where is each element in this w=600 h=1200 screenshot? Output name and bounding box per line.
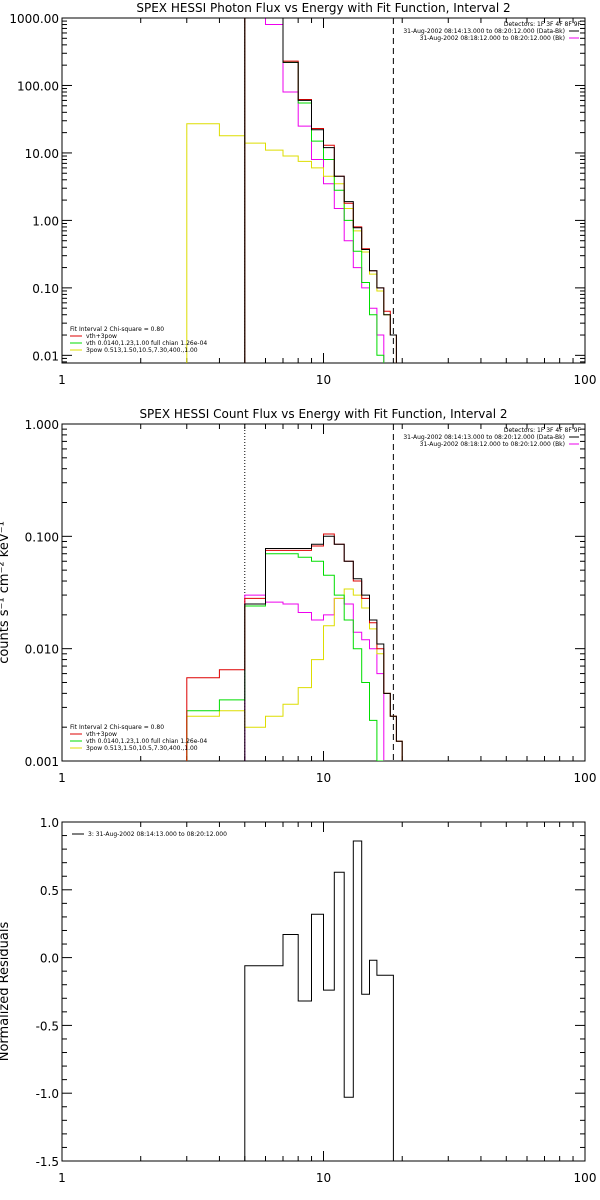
y-tick-label: -1.5 [36,1155,59,1169]
series-vth-line [244,18,385,363]
y-tick-label: 1000.00 [9,12,59,26]
y-tick-label: 0.001 [25,755,59,769]
y-tick-label: 100.00 [17,79,59,93]
series-bkg-line [244,594,385,761]
y-tick-label: 1.000 [25,418,59,432]
legend-entry: 3pow 0.513,1.50,10.5,7.30,400.,1.00 [86,745,198,752]
y-tick-label: 0.01 [32,349,59,363]
y-tick-label: 1.00 [32,214,59,228]
legend-entry: 31-Aug-2002 08:18:12.000 to 08:20:12.000… [420,35,565,42]
legend-entry: 31-Aug-2002 08:14:13.000 to 08:20:12.000… [403,28,565,35]
y-tick-label: 0.010 [25,643,59,657]
series-bkg-line [244,18,385,363]
x-tick-label: 100 [574,771,597,785]
photon-flux-panel: SPEX HESSI Photon Flux vs Energy with Fi… [9,1,596,387]
plot-frame [61,423,586,762]
series-group [244,840,394,1161]
x-tick-label: 10 [316,1171,331,1185]
legend-entry: vth 0.0140,1.23,1.00 full chian 1.26e-04 [86,738,207,745]
chart-title: SPEX HESSI Count Flux vs Energy with Fit… [139,407,507,421]
y-axis-label: Normalized Residuals [0,922,12,1062]
count-flux-panel: SPEX HESSI Count Flux vs Energy with Fit… [0,407,596,785]
y-tick-label: -0.5 [36,1019,59,1033]
y-axis-label: counts s⁻¹ cm⁻² keV⁻¹ [0,521,12,664]
legend-entry: 3: 31-Aug-2002 08:14:13.000 to 08:20:12.… [88,831,227,838]
legend-entry: 3pow 0.513,1.50,10.5,7.30,400.,1.00 [86,347,198,354]
legend-fit-info: Fit Interval 2 Chi-square = 0.80 [70,326,164,333]
y-tick-label: 0.0 [40,952,59,966]
legend-entry: 31-Aug-2002 08:14:13.000 to 08:20:12.000… [403,434,565,441]
series-vth-line [186,553,385,761]
legend-entry: Detectors: 1F 3F 4F 8F 9F [504,21,582,28]
legend-entry: vth+3pow [86,731,117,738]
series-group [186,18,397,363]
x-tick-label: 10 [316,373,331,387]
series-total-line [244,18,397,363]
series-data-line [244,18,397,363]
series-data-line [244,840,394,1161]
plot-frame [61,17,586,364]
x-tick-label: 1 [58,771,66,785]
x-tick-label: 1 [58,373,66,387]
plot-frame [61,821,586,1162]
x-tick-label: 100 [574,1171,597,1185]
y-tick-label: 0.5 [40,884,59,898]
x-tick-label: 10 [316,771,331,785]
y-tick-label: 0.100 [25,530,59,544]
y-tick-label: -1.0 [36,1087,59,1101]
legend-entry: Detectors: 1F 3F 4F 8F 9F [504,427,582,434]
x-tick-label: 100 [574,373,597,387]
legend-entry: 31-Aug-2002 08:18:12.000 to 08:20:12.000… [420,441,565,448]
legend-entry: vth+3pow [86,333,117,340]
legend-fit-info: Fit Interval 2 Chi-square = 0.80 [70,724,164,731]
y-tick-label: 0.10 [32,282,59,296]
chart-title: SPEX HESSI Photon Flux vs Energy with Fi… [136,1,510,15]
series-group [186,533,419,761]
series-3pow-line [186,123,397,363]
series-data-line [244,535,419,761]
x-tick-label: 1 [58,1171,66,1185]
y-tick-label: 1.0 [40,816,59,830]
residuals-panel: Normalized Residuals 1 10 100 -1.5 -1.0 -0.5 0.… [0,816,596,1185]
legend-entry: vth 0.0140,1.23,1.00 full chian 1.26e-04 [86,340,207,347]
y-tick-label: 10.00 [25,147,59,161]
